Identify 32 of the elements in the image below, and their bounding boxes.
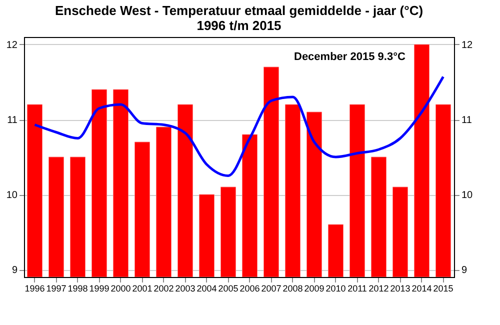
x-tick-label: 1999 (89, 284, 110, 294)
x-tick-label: 2000 (110, 284, 131, 294)
x-tick-label: 1997 (46, 284, 66, 294)
line-series (34, 76, 444, 177)
x-tick-label: 2014 (412, 284, 432, 294)
x-tick-label: 2012 (368, 284, 389, 294)
x-tick-label: 2003 (175, 284, 196, 294)
y2-tick-label: 12 (462, 40, 474, 51)
x-tick-label: 2002 (154, 284, 174, 294)
y2-tick-label: 11 (462, 115, 472, 126)
x-tick-label: 2008 (282, 284, 303, 294)
y-tick-label: 11 (7, 115, 18, 126)
x-tick-label: 2004 (196, 284, 217, 294)
x-tick-label: 2015 (433, 284, 454, 294)
x-tick-label: 2007 (261, 284, 282, 294)
y2-tick-label: 9 (462, 265, 468, 276)
x-tick-label: 2010 (326, 284, 346, 294)
x-tick-label: 2006 (240, 284, 260, 294)
x-tick-label: 2013 (390, 284, 410, 294)
y-tick-label: 9 (12, 265, 18, 276)
x-tick-label: 2001 (132, 284, 152, 294)
y-tick-label: 10 (6, 190, 18, 201)
text: 1996 t/m 2015 (196, 18, 282, 33)
y-tick-label: 12 (6, 40, 18, 51)
annotation: December 2015 9.3°C (294, 51, 406, 63)
x-tick-label: 2011 (348, 284, 367, 294)
x-tick-label: 1996 (24, 284, 45, 294)
x-tick-label: 2009 (304, 284, 324, 294)
y2-tick-label: 10 (462, 190, 474, 201)
text: Enschede West - Temperatuur etmaal gemiddelde - jaar (°C) (54, 3, 424, 18)
x-tick-label: 1998 (68, 284, 88, 294)
x-tick-label: 2005 (218, 284, 238, 294)
